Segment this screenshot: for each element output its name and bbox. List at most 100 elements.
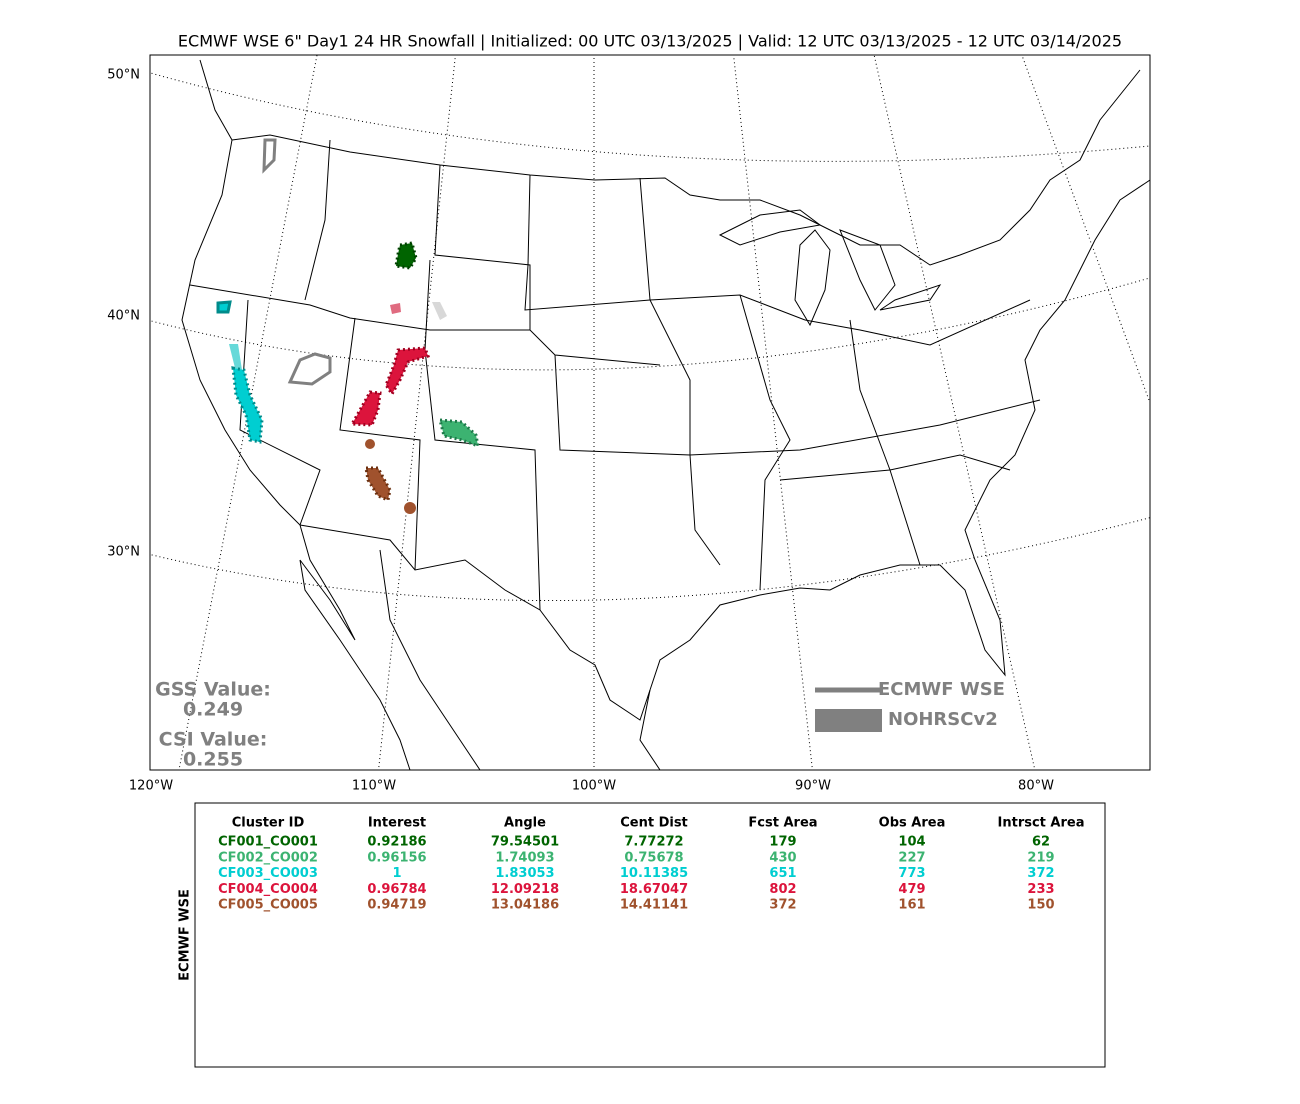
table-cell: 150 [1027,898,1054,913]
state-line [434,164,531,330]
table-cell: 1.83053 [495,866,554,881]
lon-label: 100°W [572,779,616,794]
state-line [639,177,1041,456]
table-cell: 1 [392,866,401,881]
cluster [394,241,418,270]
table-header: Fcst Area [748,816,817,831]
table-cell: 0.94719 [367,898,426,913]
table-cell: 773 [898,866,925,881]
cluster [438,418,480,449]
gss-value: 0.249 [183,699,243,721]
table-cell: 0.96156 [367,850,426,865]
table-cell: 372 [769,898,796,913]
cluster [390,303,401,314]
table-cell: 479 [898,882,925,897]
cluster [349,390,382,427]
table-cell: 227 [898,850,925,865]
state-line [424,259,541,611]
cluster [432,302,447,320]
csi-value: 0.255 [183,749,243,771]
cluster [216,300,232,314]
table-cell: 0.75678 [624,850,683,865]
state-line [779,454,1011,481]
table-cell: CF001_CO001 [218,835,318,850]
lon-label: 110°W [352,779,396,794]
parallel [150,517,1150,602]
table-cell: 219 [1027,850,1054,865]
csi-label: CSI Value: [159,729,268,751]
cluster [365,439,375,449]
table-cell: 430 [769,850,796,865]
gss-label: GSS Value: [155,679,271,701]
table-cell: 14.41141 [620,898,688,913]
lat-label: 30°N [107,545,140,560]
coastline [639,689,661,770]
table-header: Obs Area [879,816,946,831]
table-cell: 233 [1027,882,1054,897]
table-cell: CF003_CO003 [218,866,318,881]
lon-label: 120°W [129,779,173,794]
meridian [1021,55,1150,405]
table-cell: 7.77272 [624,835,683,850]
table-header: Intrsct Area [998,816,1085,831]
border [231,69,1141,266]
state-line [379,549,481,770]
meridian [873,55,1036,770]
table-frame [194,802,1106,1068]
table-cell: 104 [898,835,925,850]
state-line [804,299,1031,346]
coastline [649,179,1150,691]
meridian [378,55,456,770]
table-cell: 18.67047 [620,882,688,897]
table-cell: 0.92186 [367,835,426,850]
table-side-label: ECMWF WSE [178,889,193,981]
lat-label: 40°N [107,309,140,324]
table-cell: 12.09218 [491,882,559,897]
border [299,524,651,721]
table-cell: 13.04186 [491,898,559,913]
cluster [287,352,332,386]
table: Cluster ID Interest Angle Cent Dist Fcst Are… [218,816,1084,913]
map-frame [149,54,1151,771]
table-cell: 10.11385 [620,866,688,881]
lake [794,229,831,327]
table-header: Cent Dist [620,816,688,831]
legend-patch [815,709,882,732]
state-line [304,139,331,301]
table-cell: 372 [1027,866,1054,881]
meridian [733,55,813,770]
parallel [150,277,1150,371]
cluster [229,344,242,372]
cluster [262,138,277,174]
table-cell: CF004_CO004 [218,882,318,897]
table-cell: 802 [769,882,796,897]
map [150,55,1150,770]
table-cell: 161 [898,898,925,913]
table-cell: 62 [1032,835,1050,850]
table-header: Angle [504,816,546,831]
lake [839,229,896,311]
table-cell: CF005_CO005 [218,898,318,913]
lake [718,209,822,246]
cluster [231,366,264,444]
table-cell: CF002_CO002 [218,850,318,865]
cluster [404,502,416,514]
table-cell: 651 [769,866,796,881]
lat-label: 50°N [107,68,140,83]
cluster [384,346,430,397]
table-cell: 1.74093 [495,850,554,865]
table-cell: 79.54501 [491,835,559,850]
lon-label: 90°W [795,779,831,794]
state-line [739,294,791,591]
cluster [364,466,392,503]
state-line [239,299,321,526]
table-header: Interest [368,816,426,831]
state-line [554,354,721,566]
title: ECMWF WSE 6" Day1 24 HR Snowfall | Initi… [178,32,1122,51]
state-line [339,317,421,571]
state-line [524,174,806,321]
table-cell: 179 [769,835,796,850]
lon-label: 80°W [1018,779,1054,794]
table-cell: 0.96784 [367,882,426,897]
